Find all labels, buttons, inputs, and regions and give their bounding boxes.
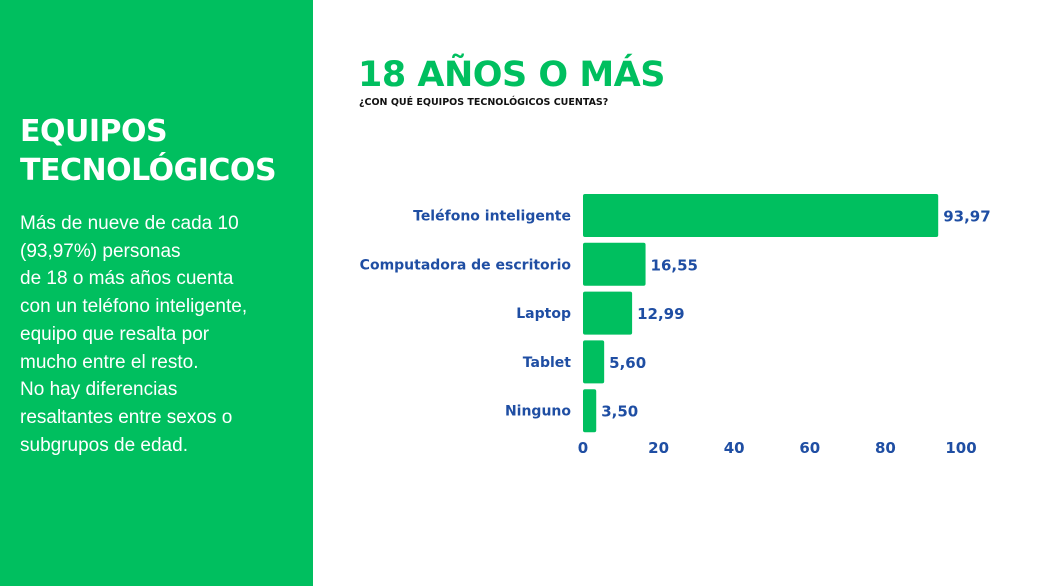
bar xyxy=(583,242,646,286)
value-label: 16,55 xyxy=(651,256,698,274)
panel-body-line: mucho entre el resto. xyxy=(20,351,199,373)
panel-body-line: con un teléfono inteligente, xyxy=(20,296,248,318)
panel-body-line: resaltantes entre sexos o xyxy=(20,406,233,428)
x-tick-label: 100 xyxy=(945,439,976,457)
category-label: Computadora de escritorio xyxy=(360,257,572,273)
category-label: Laptop xyxy=(516,306,571,322)
value-label: 93,97 xyxy=(943,208,990,226)
bar xyxy=(583,291,633,335)
x-tick-label: 40 xyxy=(724,439,745,457)
bar xyxy=(583,340,605,384)
panel-body-line: (93,97%) personas xyxy=(20,240,181,262)
bar xyxy=(583,194,939,237)
panel-body-line: de 18 o más años cuenta xyxy=(20,268,234,290)
category-label: Tablet xyxy=(523,355,572,371)
panel-body-line: Más de nueve de cada 10 xyxy=(20,213,239,234)
chart-subtitle: ¿CON QUÉ EQUIPOS TECNOLÓGICOS CUENTAS? xyxy=(359,97,609,108)
value-label: 12,99 xyxy=(637,305,684,323)
chart-title: 18 AÑOS O MÁS xyxy=(358,55,665,95)
x-tick-label: 80 xyxy=(875,439,896,457)
panel-title: EQUIPOS TECNOLÓGICOS xyxy=(20,112,305,190)
left-panel: EQUIPOS TECNOLÓGICOS Más de nueve de cad… xyxy=(0,0,313,586)
panel-title-line: TECNOLÓGICOS xyxy=(20,153,277,188)
bar xyxy=(583,389,597,433)
panel-body-line: subgrupos de edad. xyxy=(20,434,188,456)
x-tick-label: 60 xyxy=(799,439,820,457)
x-tick-label: 0 xyxy=(578,439,588,457)
value-label: 5,60 xyxy=(609,354,646,372)
panel-title-line: EQUIPOS xyxy=(20,114,168,149)
x-tick-label: 20 xyxy=(648,439,669,457)
panel-body-line: No hay diferencias xyxy=(20,379,178,401)
category-label: Teléfono inteligente xyxy=(413,209,571,225)
panel-body: Más de nueve de cada 10 (93,97%) persona… xyxy=(20,210,305,459)
category-label: Ninguno xyxy=(505,404,571,420)
panel-body-line: equipo que resalta por xyxy=(20,323,210,345)
value-label: 3,50 xyxy=(601,403,638,421)
